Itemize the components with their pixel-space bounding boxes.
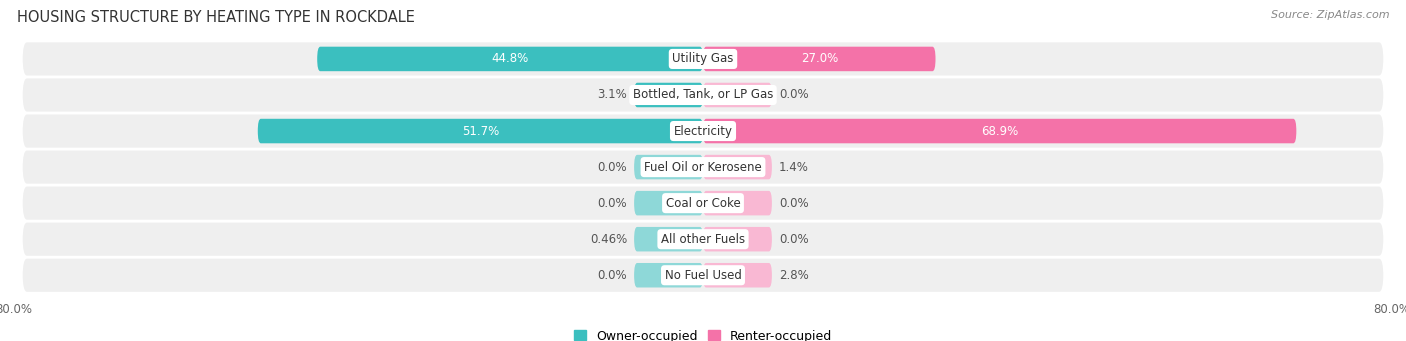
FancyBboxPatch shape [22, 150, 1384, 184]
Text: Source: ZipAtlas.com: Source: ZipAtlas.com [1271, 10, 1389, 20]
FancyBboxPatch shape [257, 119, 703, 143]
Text: 0.0%: 0.0% [779, 197, 808, 210]
Text: 0.0%: 0.0% [779, 233, 808, 246]
FancyBboxPatch shape [22, 259, 1384, 292]
FancyBboxPatch shape [634, 263, 703, 287]
Text: 2.8%: 2.8% [779, 269, 808, 282]
FancyBboxPatch shape [703, 155, 772, 179]
Text: 0.0%: 0.0% [598, 197, 627, 210]
FancyBboxPatch shape [634, 155, 703, 179]
FancyBboxPatch shape [634, 191, 703, 216]
Text: 0.0%: 0.0% [779, 89, 808, 102]
Text: 51.7%: 51.7% [461, 124, 499, 137]
FancyBboxPatch shape [634, 227, 703, 251]
FancyBboxPatch shape [634, 83, 703, 107]
FancyBboxPatch shape [22, 78, 1384, 112]
FancyBboxPatch shape [703, 83, 772, 107]
FancyBboxPatch shape [703, 191, 772, 216]
Text: Coal or Coke: Coal or Coke [665, 197, 741, 210]
Text: 0.0%: 0.0% [598, 269, 627, 282]
Text: 27.0%: 27.0% [800, 53, 838, 65]
Text: Electricity: Electricity [673, 124, 733, 137]
Text: All other Fuels: All other Fuels [661, 233, 745, 246]
Text: 3.1%: 3.1% [598, 89, 627, 102]
FancyBboxPatch shape [22, 42, 1384, 75]
FancyBboxPatch shape [22, 223, 1384, 256]
Text: Bottled, Tank, or LP Gas: Bottled, Tank, or LP Gas [633, 89, 773, 102]
Text: Utility Gas: Utility Gas [672, 53, 734, 65]
FancyBboxPatch shape [703, 263, 772, 287]
FancyBboxPatch shape [22, 115, 1384, 148]
FancyBboxPatch shape [703, 119, 1296, 143]
Text: 0.0%: 0.0% [598, 161, 627, 174]
FancyBboxPatch shape [703, 47, 935, 71]
Text: No Fuel Used: No Fuel Used [665, 269, 741, 282]
Text: HOUSING STRUCTURE BY HEATING TYPE IN ROCKDALE: HOUSING STRUCTURE BY HEATING TYPE IN ROC… [17, 10, 415, 25]
FancyBboxPatch shape [318, 47, 703, 71]
FancyBboxPatch shape [703, 227, 772, 251]
Legend: Owner-occupied, Renter-occupied: Owner-occupied, Renter-occupied [574, 329, 832, 341]
Text: 68.9%: 68.9% [981, 124, 1018, 137]
Text: 44.8%: 44.8% [492, 53, 529, 65]
Text: 1.4%: 1.4% [779, 161, 808, 174]
Text: 0.46%: 0.46% [591, 233, 627, 246]
FancyBboxPatch shape [22, 187, 1384, 220]
Text: Fuel Oil or Kerosene: Fuel Oil or Kerosene [644, 161, 762, 174]
